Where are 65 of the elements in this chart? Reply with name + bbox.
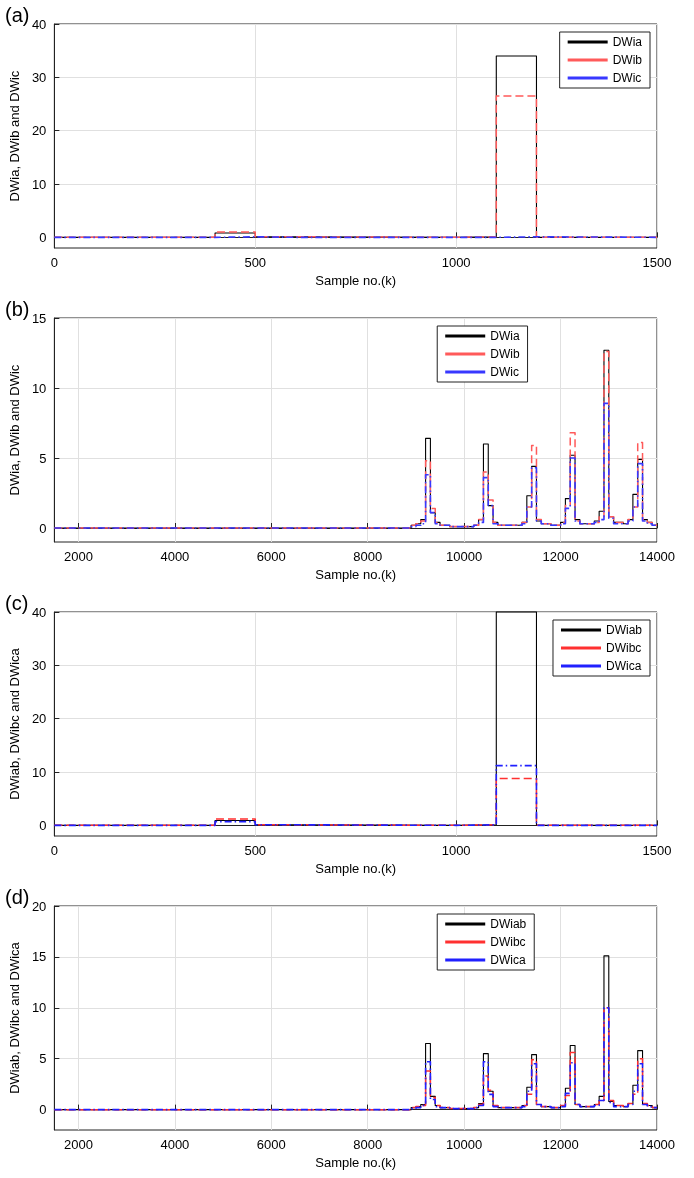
y-tick-label: 0 (39, 817, 47, 833)
y-tick-label: 40 (31, 16, 47, 32)
legend-label: DWic (612, 71, 642, 85)
y-tick-label: 30 (31, 657, 47, 673)
x-axis-title: Sample no.(k) (315, 566, 397, 582)
legend-label: DWiab (490, 917, 527, 931)
y-tick-label: 10 (31, 1000, 47, 1016)
chart-title: (c) (5, 592, 29, 614)
legend-label: DWib (612, 53, 643, 67)
x-tick-label: 500 (244, 843, 267, 858)
x-tick-label: 1000 (441, 843, 471, 858)
y-axis-title: DWia, DWib and DWic (7, 70, 22, 202)
x-tick-label: 2000 (64, 549, 93, 564)
y-tick-label: 10 (31, 764, 47, 780)
legend-label: DWica (490, 953, 526, 967)
y-axis-title: DWiab, DWibc and DWica (7, 647, 22, 800)
chart-title: (a) (5, 4, 30, 26)
y-tick-label: 0 (39, 229, 47, 245)
legend-label: DWiab (605, 623, 643, 637)
x-tick-label: 6000 (256, 549, 286, 564)
x-tick-label: 500 (244, 255, 267, 270)
y-tick-label: 15 (31, 310, 47, 326)
legend-label: DWibc (490, 935, 526, 949)
legend-label: DWia (612, 35, 643, 49)
x-tick-label: 4000 (160, 549, 190, 564)
y-tick-label: 30 (31, 69, 47, 85)
x-tick-label: 8000 (353, 1137, 383, 1152)
x-tick-label: 14000 (638, 1137, 676, 1152)
x-tick-label: 12000 (542, 549, 579, 564)
legend-label: DWibc (605, 641, 642, 655)
x-axis-title: Sample no.(k) (315, 1154, 397, 1170)
x-tick-label: 2000 (64, 1137, 93, 1152)
chart-title: (d) (5, 886, 30, 908)
y-axis-title: DWia, DWib and DWic (7, 364, 22, 496)
x-tick-label: 0 (50, 843, 58, 858)
x-tick-label: 1500 (642, 843, 672, 858)
y-tick-label: 10 (31, 176, 47, 192)
x-axis-title: Sample no.(k) (315, 860, 397, 876)
chart-title: (b) (5, 298, 30, 320)
x-tick-label: 6000 (256, 1137, 286, 1152)
y-tick-label: 0 (39, 520, 47, 536)
y-tick-label: 5 (39, 450, 47, 466)
legend-label: DWia (490, 329, 520, 343)
y-tick-label: 20 (31, 123, 47, 139)
x-tick-label: 10000 (446, 549, 483, 564)
x-tick-label: 1500 (642, 255, 672, 270)
legend-label: DWib (490, 347, 520, 361)
x-tick-label: 10000 (446, 1137, 483, 1152)
y-tick-label: 10 (31, 380, 47, 396)
y-tick-label: 5 (39, 1051, 47, 1067)
x-tick-label: 0 (50, 255, 58, 270)
y-tick-label: 20 (31, 898, 47, 914)
x-tick-label: 12000 (542, 1137, 579, 1152)
legend-label: DWica (605, 659, 642, 673)
x-tick-label: 1000 (441, 255, 471, 270)
x-axis-title: Sample no.(k) (315, 272, 397, 288)
y-tick-label: 15 (31, 949, 47, 965)
y-tick-label: 0 (39, 1102, 47, 1118)
y-axis-title: DWiab, DWibc and DWica (7, 941, 22, 1094)
legend-label: DWic (490, 365, 519, 379)
y-tick-label: 40 (31, 604, 47, 620)
x-tick-label: 14000 (638, 549, 676, 564)
x-tick-label: 8000 (353, 549, 383, 564)
x-tick-label: 4000 (160, 1137, 190, 1152)
y-tick-label: 20 (31, 711, 47, 727)
